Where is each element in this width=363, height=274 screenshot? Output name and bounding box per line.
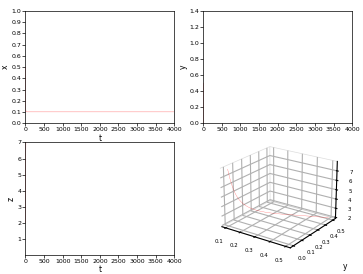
X-axis label: t: t bbox=[276, 134, 279, 143]
X-axis label: t: t bbox=[98, 134, 101, 143]
Y-axis label: y: y bbox=[179, 65, 188, 69]
X-axis label: t: t bbox=[98, 266, 101, 274]
Y-axis label: z: z bbox=[7, 196, 16, 201]
X-axis label: x: x bbox=[230, 272, 235, 274]
Y-axis label: y: y bbox=[342, 262, 347, 271]
Y-axis label: x: x bbox=[1, 65, 10, 69]
